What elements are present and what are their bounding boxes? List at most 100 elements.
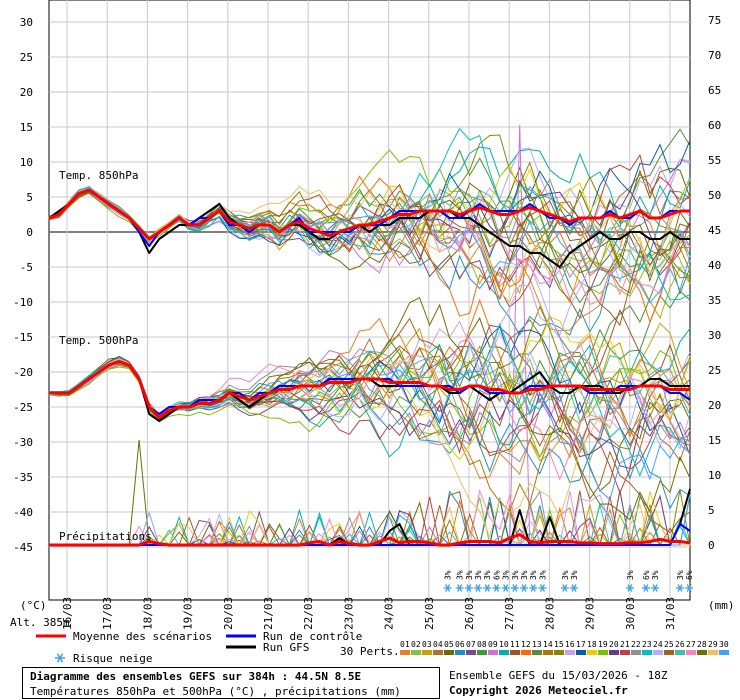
date-tick-label: 22/03 <box>302 597 315 630</box>
date-tick-label: 20/03 <box>222 597 235 630</box>
pert-color-swatch <box>554 650 564 655</box>
date-tick-label: 29/03 <box>584 597 597 630</box>
legend-mean-label: Moyenne des scénarios <box>73 630 212 643</box>
pert-color-swatch <box>642 650 652 655</box>
pert-color-swatch <box>587 650 597 655</box>
snow-risk-percent: 3% <box>538 570 547 580</box>
t500-label: Temp. 500hPa <box>59 334 138 347</box>
t500-mean-line <box>49 360 690 419</box>
right-tick-label: 30 <box>708 329 721 342</box>
right-tick-label: 5 <box>708 504 715 517</box>
pert-color-swatch <box>598 650 608 655</box>
pert-number-label: 15 <box>554 640 564 649</box>
pert-number-label: 10 <box>499 640 509 649</box>
date-axis-ticks: 16/03 17/03 18/03 19/03 20/03 21/03 22/03 23/03… <box>61 597 677 630</box>
left-tick-label: 0 <box>26 226 33 239</box>
t850-member-line <box>48 149 691 285</box>
left-tick-label: 20 <box>20 86 33 99</box>
pert-number-label: 11 <box>510 640 520 649</box>
snow-risk-percent: 3% <box>676 570 685 580</box>
right-tick-label: 10 <box>708 469 721 482</box>
right-tick-label: 35 <box>708 294 721 307</box>
right-tick-label: 45 <box>708 224 721 237</box>
left-tick-label: 10 <box>20 156 33 169</box>
snow-risk-percent: 3% <box>626 570 635 580</box>
left-tick-label: 5 <box>26 191 33 204</box>
pert-color-swatch <box>576 650 586 655</box>
snowflake-icon <box>492 584 501 592</box>
left-unit-label: (°C) <box>20 599 47 612</box>
snow-risk-percent: 3% <box>651 570 660 580</box>
snowflake-icon <box>625 584 634 592</box>
pert-number-label: 22 <box>631 640 641 649</box>
pert-number-label: 05 <box>444 640 454 649</box>
right-tick-label: 25 <box>708 364 721 377</box>
snowflake-icon <box>55 653 65 663</box>
pert-number-label: 12 <box>521 640 531 649</box>
left-tick-label: 25 <box>20 51 33 64</box>
date-tick-label: 31/03 <box>664 597 677 630</box>
snowflake-icon <box>483 584 492 592</box>
pert-color-swatch <box>719 650 729 655</box>
pert-color-swatch <box>697 650 707 655</box>
snow-risk-percent: 3% <box>456 570 465 580</box>
date-tick-label: 19/03 <box>182 597 195 630</box>
snow-risk-percent: 3% <box>483 570 492 580</box>
left-tick-label: -25 <box>13 401 33 414</box>
pert-color-swatch <box>455 650 465 655</box>
pert-number-label: 18 <box>587 640 597 649</box>
pert-number-label: 28 <box>697 640 707 649</box>
pert-color-swatch <box>631 650 641 655</box>
left-tick-label: -20 <box>13 366 33 379</box>
pert-color-swatch <box>708 650 718 655</box>
left-tick-label: 15 <box>20 121 33 134</box>
pert-number-label: 20 <box>609 640 619 649</box>
perturbation-legend: 01 02 03 04 05 06 07 08 09 10 11 12 13 14 15 16 17 18 19 20… <box>400 640 729 655</box>
snowflake-icon <box>675 584 684 592</box>
pert-number-label: 06 <box>455 640 465 649</box>
pert-number-label: 04 <box>433 640 443 649</box>
snowflake-icon <box>560 584 569 592</box>
snowflake-icon <box>443 584 452 592</box>
pert-color-swatch <box>466 650 476 655</box>
left-tick-label: -10 <box>13 296 33 309</box>
pert-number-label: 13 <box>532 640 542 649</box>
t850-label: Temp. 850hPa <box>59 169 138 182</box>
pert-color-swatch <box>510 650 520 655</box>
snowflake-icon <box>520 584 529 592</box>
precip-mean-line <box>49 533 691 547</box>
pert-number-label: 09 <box>488 640 498 649</box>
main-series <box>48 188 691 547</box>
pert-color-swatch <box>686 650 696 655</box>
copyright: Copyright 2026 Meteociel.fr <box>449 684 628 697</box>
pert-color-swatch <box>444 650 454 655</box>
right-tick-label: 0 <box>708 539 715 552</box>
pert-color-swatch <box>609 650 619 655</box>
date-tick-label: 23/03 <box>342 597 355 630</box>
pert-number-label: 30 <box>719 640 729 649</box>
pert-color-swatch <box>400 650 410 655</box>
pert-color-swatch <box>411 650 421 655</box>
pert-number-label: 03 <box>422 640 432 649</box>
left-tick-label: 30 <box>20 16 33 29</box>
date-tick-label: 21/03 <box>262 597 275 630</box>
pert-color-swatch <box>422 650 432 655</box>
pert-number-label: 24 <box>653 640 663 649</box>
pert-color-swatch <box>543 650 553 655</box>
left-axis-ticks: 30 25 20 15 10 5 0 -5 -10 -15 -20 -25 -30 -35 -40 -45 <box>13 16 33 554</box>
right-tick-label: 75 <box>708 14 721 27</box>
snowflake-icon <box>641 584 650 592</box>
t500-member-line <box>48 318 691 462</box>
left-tick-label: -5 <box>20 261 33 274</box>
right-tick-label: 55 <box>708 154 721 167</box>
t850-gfs-line <box>48 189 690 268</box>
snow-risk-percent: 6% <box>685 570 694 580</box>
pert-color-swatch <box>675 650 685 655</box>
left-tick-label: -35 <box>13 471 33 484</box>
left-tick-label: -30 <box>13 436 33 449</box>
pert-color-swatch <box>620 650 630 655</box>
right-tick-label: 70 <box>708 49 721 62</box>
title-box: Diagramme des ensembles GEFS sur 384h : … <box>22 667 440 699</box>
